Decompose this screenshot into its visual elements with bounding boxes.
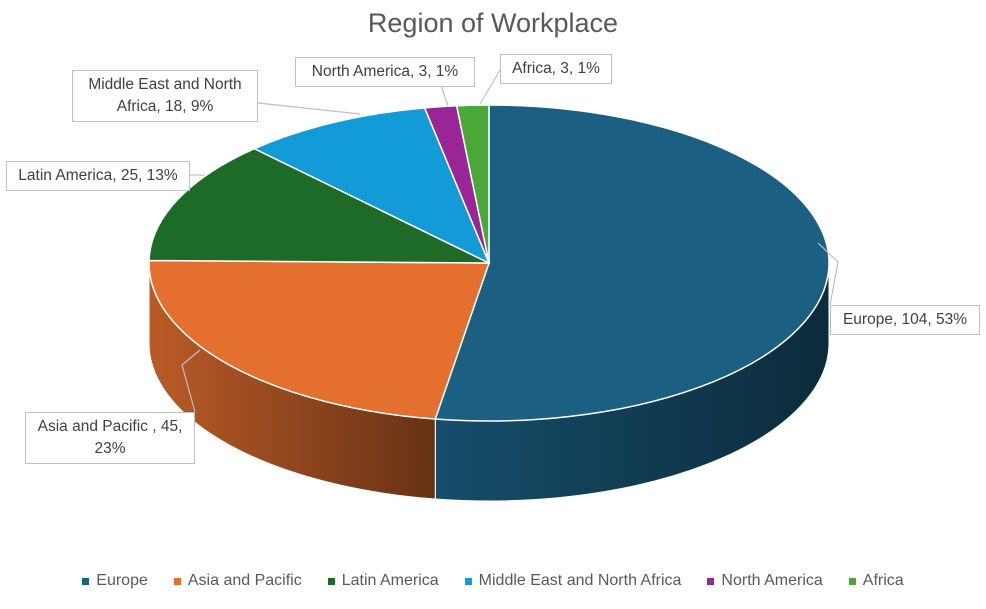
pie-slice-middle-east-and-north-africa bbox=[252, 107, 491, 265]
leader-line-africa bbox=[479, 69, 501, 105]
pie-slice-latin-america bbox=[148, 147, 490, 264]
legend: Europe Asia and Pacific Latin America Mi… bbox=[0, 572, 986, 590]
leader-lines bbox=[181, 69, 839, 413]
legend-swatch bbox=[848, 577, 856, 585]
chart-title: Region of Workplace bbox=[367, 8, 619, 38]
legend-label: Middle East and North Africa bbox=[478, 572, 682, 589]
legend-item-europe: Europe bbox=[82, 572, 148, 590]
legend-item-africa: Africa bbox=[848, 572, 904, 590]
data-label-africa: Africa, 3, 1% bbox=[500, 54, 612, 84]
legend-swatch bbox=[327, 577, 335, 585]
legend-swatch bbox=[173, 577, 181, 585]
legend-item-middle-east-and-north-africa: Middle East and North Africa bbox=[464, 572, 682, 590]
data-label-asia-and-pacific: Asia and Pacific , 45, 23% bbox=[25, 412, 195, 464]
pie-slice-africa bbox=[455, 104, 490, 264]
legend-label: Europe bbox=[96, 572, 148, 589]
legend-swatch bbox=[707, 577, 715, 585]
pie-slice-europe bbox=[434, 104, 830, 422]
legend-label: Africa bbox=[862, 572, 904, 589]
leader-line-europe bbox=[817, 242, 839, 306]
legend-label: Latin America bbox=[341, 572, 439, 589]
pie-slice-asia-and-pacific bbox=[148, 259, 491, 420]
legend-swatch bbox=[464, 577, 472, 585]
legend-label: Asia and Pacific bbox=[187, 572, 302, 589]
legend-label: North America bbox=[721, 572, 823, 589]
data-label-europe: Europe, 104, 53% bbox=[830, 305, 980, 335]
legend-item-north-america: North America bbox=[707, 572, 823, 590]
legend-item-asia-and-pacific: Asia and Pacific bbox=[173, 572, 302, 590]
leader-line-asia-and-pacific bbox=[181, 349, 201, 413]
pie-top-faces bbox=[148, 104, 830, 422]
data-label-middle-east-and-north-africa: Middle East and North Africa, 18, 9% bbox=[72, 70, 258, 122]
data-label-latin-america: Latin America, 25, 13% bbox=[6, 161, 190, 191]
leader-line-middle-east-and-north-africa bbox=[257, 102, 361, 115]
legend-item-latin-america: Latin America bbox=[327, 572, 439, 590]
legend-swatch bbox=[82, 577, 90, 585]
data-label-north-america: North America, 3, 1% bbox=[295, 57, 475, 87]
